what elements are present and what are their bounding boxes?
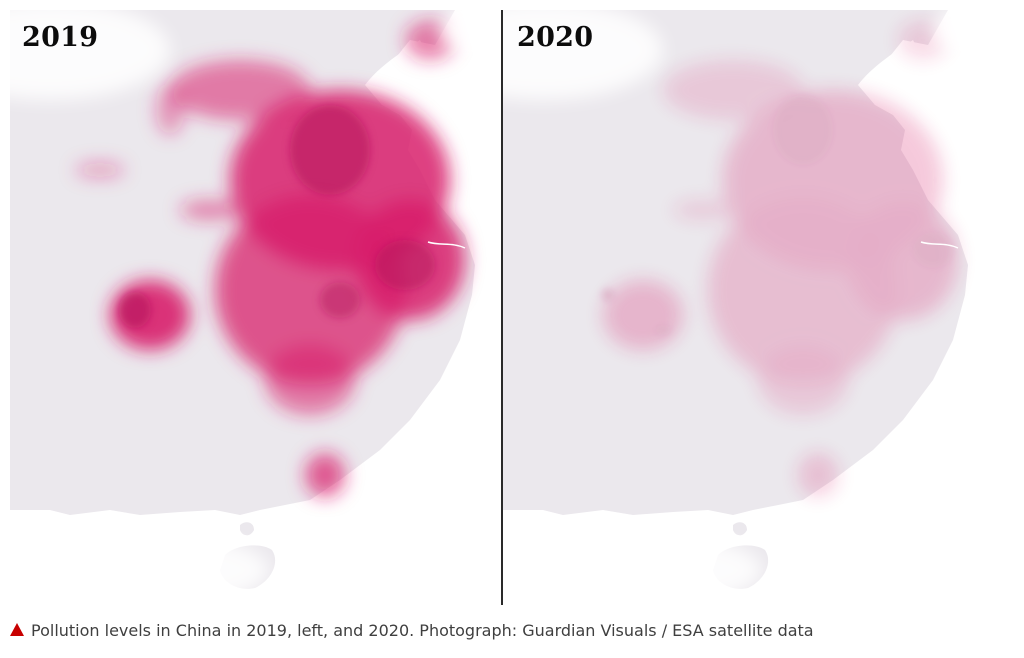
caption-text: Pollution levels in China in 2019, left,… xyxy=(31,620,814,640)
map-panel-2019: 2019 xyxy=(10,10,500,605)
year-label-2020: 2020 xyxy=(517,22,594,53)
sea-area xyxy=(858,40,928,110)
pollution-comparison-figure: 2019 xyxy=(10,10,995,605)
red-triangle-icon xyxy=(10,623,24,636)
panel-divider xyxy=(501,10,503,605)
yangtze-river xyxy=(920,241,959,249)
figure-caption: Pollution levels in China in 2019, left,… xyxy=(10,619,814,641)
pollution-layer-2019 xyxy=(75,20,465,497)
island-small xyxy=(240,522,254,536)
map-panel-2020: 2020 xyxy=(503,10,995,605)
island-small xyxy=(733,522,747,536)
yangtze-river xyxy=(427,241,466,249)
sea-area xyxy=(365,40,435,110)
year-label-2019: 2019 xyxy=(22,22,99,53)
china-map-2020 xyxy=(503,10,995,605)
pollution-layer-2020 xyxy=(602,20,958,497)
china-map-2019 xyxy=(10,10,500,605)
